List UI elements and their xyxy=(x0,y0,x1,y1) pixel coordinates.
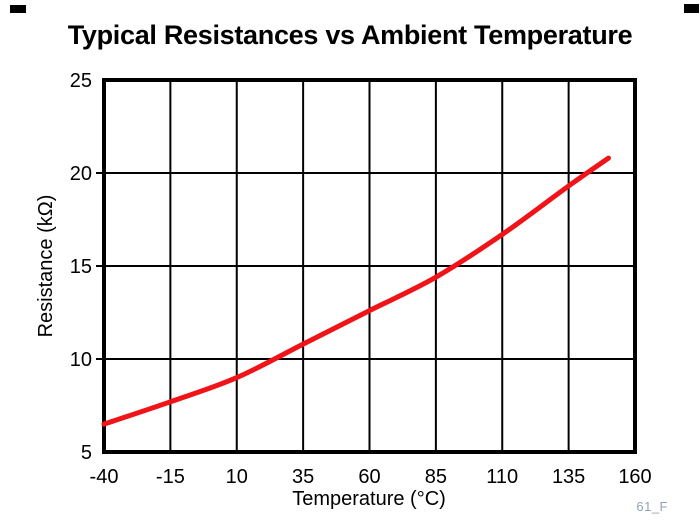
figure-code: 61_F xyxy=(636,499,668,514)
x-tick-label: 85 xyxy=(425,466,447,488)
x-axis-title: Temperature (°C) xyxy=(292,488,446,510)
x-tick-label: 110 xyxy=(486,466,518,488)
chart-title: Typical Resistances vs Ambient Temperatu… xyxy=(67,20,633,50)
y-tick-label: 5 xyxy=(81,442,92,464)
y-tick-label: 15 xyxy=(70,256,92,278)
y-tick-label: 10 xyxy=(70,349,92,371)
x-tick-label: -15 xyxy=(156,466,185,488)
y-tick-label: 20 xyxy=(70,163,92,185)
x-tick-label: 35 xyxy=(292,466,314,488)
resistance-curve xyxy=(101,155,611,427)
y-tick-label: 25 xyxy=(70,70,92,92)
page-corner-mark-right-icon xyxy=(684,4,699,13)
x-tick-label: 10 xyxy=(226,466,248,488)
x-tick-label: 135 xyxy=(552,466,585,488)
page-corner-mark-left-icon xyxy=(10,5,26,13)
y-axis-title: Resistance (kΩ) xyxy=(35,194,57,338)
x-tick-label: 60 xyxy=(358,466,380,488)
x-tick-label: -40 xyxy=(90,466,119,488)
x-tick-label: 160 xyxy=(618,466,651,488)
